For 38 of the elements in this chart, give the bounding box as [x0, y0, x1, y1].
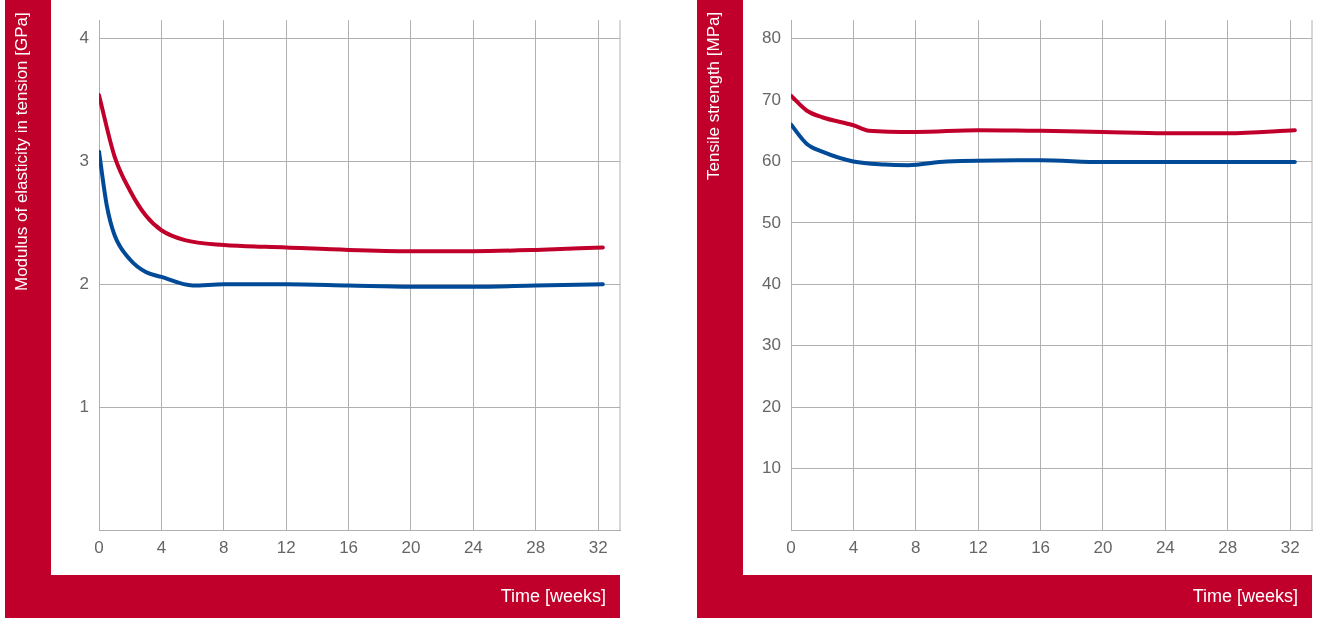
- line-series: [791, 122, 1297, 168]
- x-tick-label: 28: [1218, 537, 1238, 557]
- x-tick-label: 16: [1031, 537, 1051, 557]
- y-axis-title: Tensile strength [MPa]: [704, 11, 724, 180]
- y-tick-label: 70: [762, 89, 781, 109]
- y-tick-label: 1: [79, 396, 89, 416]
- x-tick-label: 20: [1093, 537, 1113, 557]
- y-tick-label: 3: [79, 151, 89, 171]
- line-series: [99, 149, 605, 289]
- x-tick-label: 24: [463, 537, 483, 557]
- y-tick-label: 2: [79, 274, 89, 293]
- y-tick-label: 60: [762, 151, 781, 171]
- x-tick-label: 32: [588, 537, 608, 557]
- x-tick-label: 12: [276, 537, 296, 557]
- x-tick-label: 28: [526, 537, 546, 557]
- x-axis-title: Time [weeks]: [1192, 586, 1298, 607]
- x-tick-label: 12: [968, 537, 988, 557]
- line-series: [99, 93, 605, 254]
- y-tick-label: 80: [762, 28, 781, 48]
- x-tick-label: 4: [848, 537, 859, 557]
- line-series: [791, 93, 1297, 136]
- x-tick-label: 0: [94, 537, 104, 557]
- y-tick-label: 40: [762, 274, 781, 293]
- x-tick-label: 0: [786, 537, 796, 557]
- y-tick-label: 10: [762, 458, 781, 478]
- x-tick-label: 8: [219, 537, 229, 557]
- x-tick-label: 16: [339, 537, 359, 557]
- x-tick-label: 8: [911, 537, 921, 557]
- y-tick-label: 50: [762, 212, 781, 232]
- x-axis-title: Time [weeks]: [500, 586, 606, 607]
- y-tick-label: 30: [762, 335, 781, 355]
- y-axis-title: Modulus of elasticity in tension [GPa]: [12, 12, 32, 291]
- y-tick-label: 20: [762, 396, 781, 416]
- x-tick-label: 24: [1155, 537, 1175, 557]
- x-tick-label: 32: [1280, 537, 1300, 557]
- x-tick-label: 4: [156, 537, 167, 557]
- y-tick-label: 4: [79, 28, 89, 48]
- x-tick-label: 20: [401, 537, 421, 557]
